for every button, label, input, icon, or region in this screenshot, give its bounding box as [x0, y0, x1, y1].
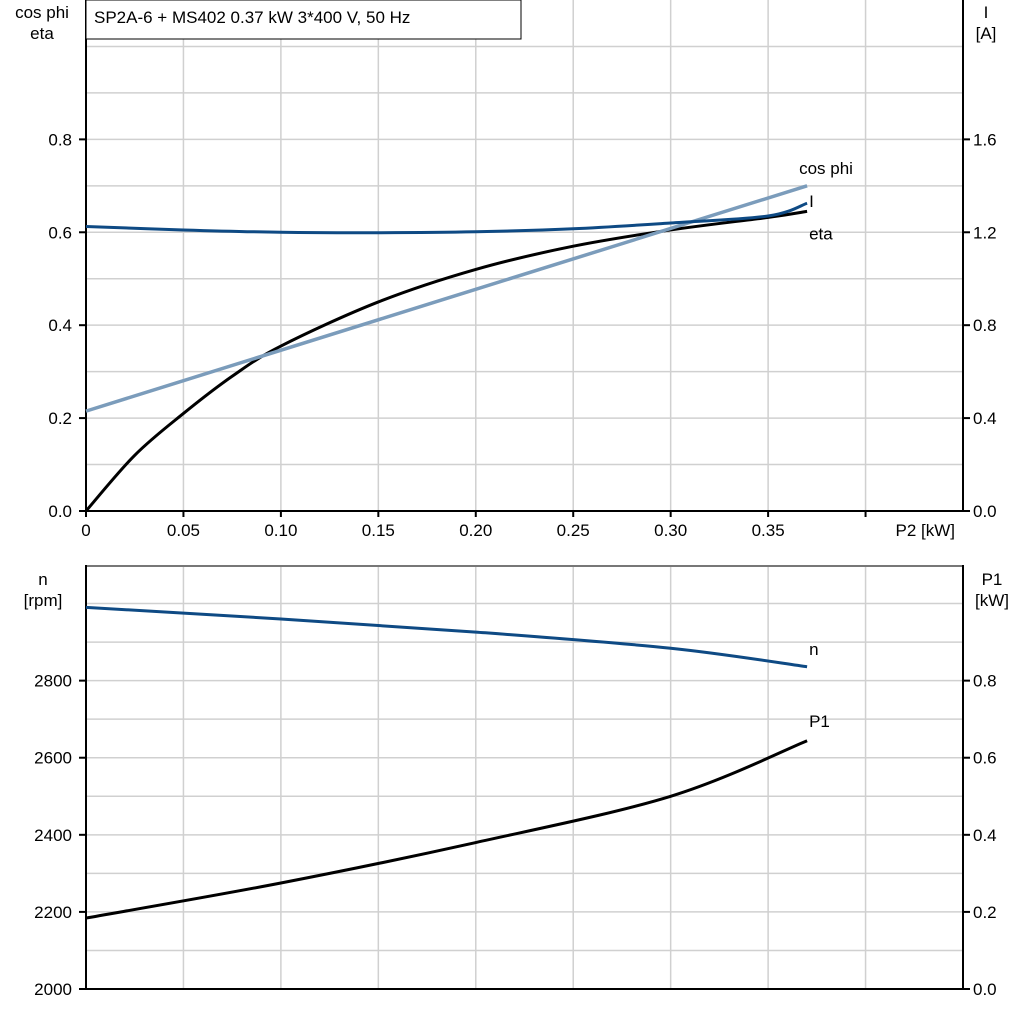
y-tick-label-left: 0.8 — [48, 130, 72, 149]
y-tick-label-left: 2000 — [34, 980, 72, 999]
y-axis-label-left: n — [38, 570, 47, 589]
y-axis-label-left: cos phi — [15, 3, 69, 22]
x-tick-label: 0.10 — [264, 521, 297, 540]
x-tick-label: 0 — [81, 521, 90, 540]
y-tick-label-right: 0.0 — [973, 980, 997, 999]
x-tick-label: 0.05 — [167, 521, 200, 540]
x-tick-label: 0.15 — [362, 521, 395, 540]
y-tick-label-right: 0.2 — [973, 903, 997, 922]
y-axis-label-right: I — [984, 3, 989, 22]
series-line-P1 — [85, 739, 808, 920]
series-line-eta — [84, 209, 808, 512]
panel-2: 2000 2200 2400 2600 2800 0.0 0.2 0.4 0.6 0.8 n [rpm… — [24, 565, 1009, 999]
panel-1: 0.0 0.2 0.4 0.6 0.8 0.0 0.4 0.8 1.2 1.6 0 0.05 0.10 0… — [15, 0, 997, 540]
y-axis-label-right: [A] — [976, 24, 997, 43]
series-line-I — [85, 201, 808, 235]
y-tick-label-left: 0.2 — [48, 409, 72, 428]
y-axis-label-left: [rpm] — [24, 591, 63, 610]
y-tick-label-left: 0.0 — [48, 502, 72, 521]
y-axis-label-right: P1 — [982, 570, 1003, 589]
y-tick-label-right: 0.4 — [973, 826, 997, 845]
y-tick-label-right: 0.8 — [973, 316, 997, 335]
y-tick-label-left: 2800 — [34, 672, 72, 691]
x-tick-label: 0.30 — [654, 521, 687, 540]
y-tick-label-right: 1.6 — [973, 130, 997, 149]
series-label-P1: P1 — [809, 712, 830, 731]
series-line-n — [85, 605, 808, 669]
series-line-cos-phi — [85, 184, 808, 413]
y-tick-label-left: 2400 — [34, 826, 72, 845]
y-tick-label-right: 0.0 — [973, 502, 997, 521]
y-tick-label-right: 0.4 — [973, 409, 997, 428]
series-label-n: n — [809, 640, 818, 659]
series-label-cos-phi: cos phi — [799, 159, 853, 178]
y-tick-label-left: 0.4 — [48, 316, 72, 335]
y-tick-label-left: 0.6 — [48, 223, 72, 242]
y-axis-label-right: [kW] — [975, 591, 1009, 610]
x-tick-label: 0.25 — [557, 521, 590, 540]
y-tick-label-right: 0.6 — [973, 749, 997, 768]
title-box — [85, 0, 522, 40]
x-axis-label: P2 [kW] — [895, 521, 955, 540]
y-tick-label-left: 2200 — [34, 903, 72, 922]
y-axis-label-left: eta — [30, 24, 54, 43]
y-tick-label-right: 0.8 — [973, 672, 997, 691]
x-tick-label: 0.35 — [752, 521, 785, 540]
y-tick-label-left: 2600 — [34, 749, 72, 768]
series-label-I: I — [809, 192, 814, 211]
series-label-eta: eta — [809, 224, 833, 243]
x-tick-label: 0.20 — [459, 521, 492, 540]
chart-title: SP2A-6 + MS402 0.37 kW 3*400 V, 50 Hz — [94, 8, 410, 27]
y-tick-label-right: 1.2 — [973, 223, 997, 242]
